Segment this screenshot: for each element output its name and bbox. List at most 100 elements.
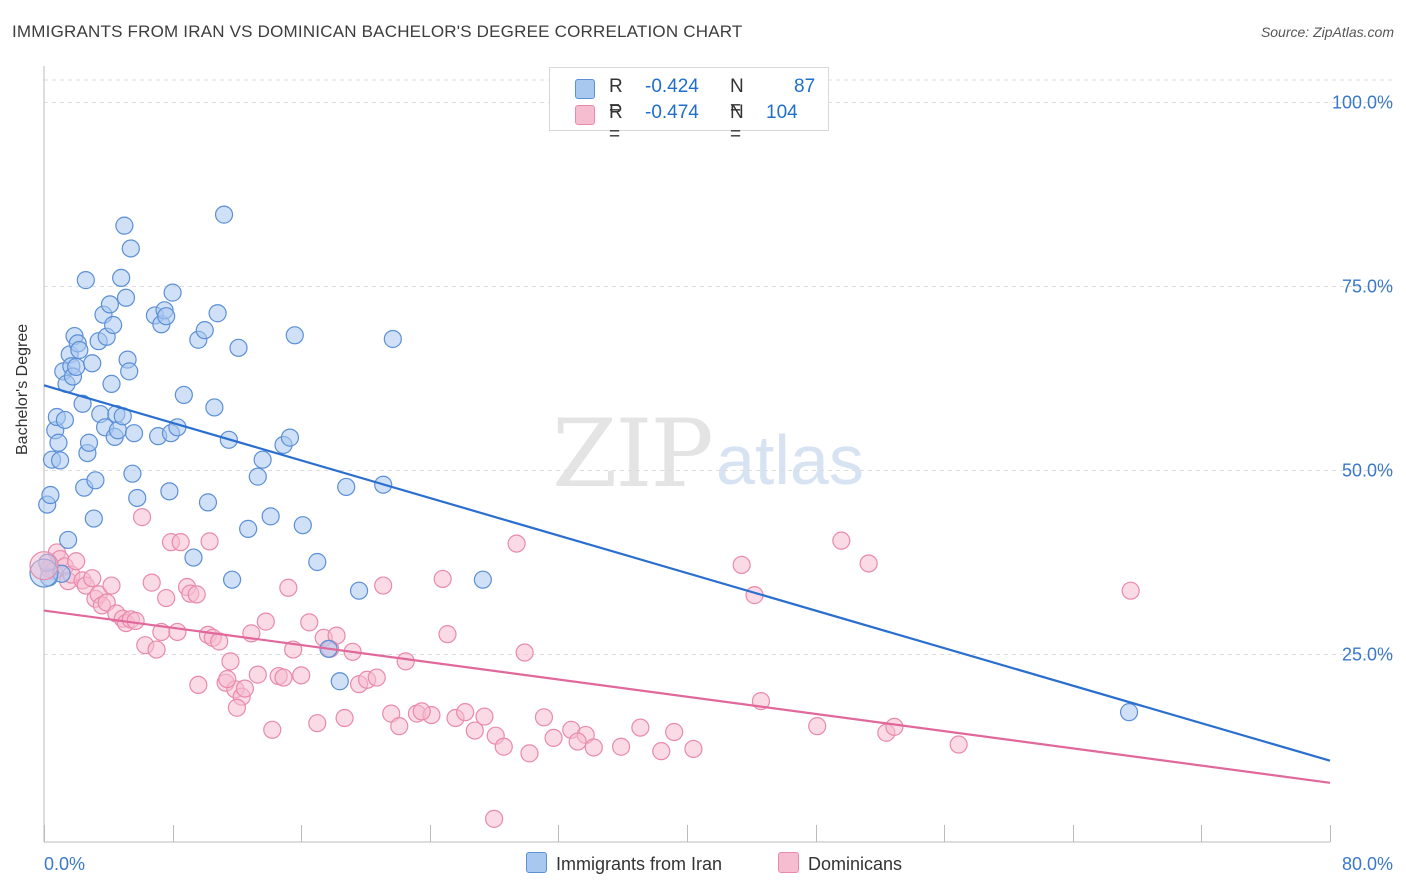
y-tick-label: 75.0%: [1342, 277, 1393, 297]
dominican-swatch: [575, 105, 595, 125]
dominican-point: [832, 531, 851, 550]
iran-point: [383, 329, 402, 349]
legend-iran-swatch: [526, 852, 547, 873]
iran-point: [337, 477, 356, 497]
iran-point: [248, 467, 267, 486]
y-tick-label: 100.0%: [1332, 93, 1393, 113]
dominican-n-value: 104: [766, 102, 798, 123]
iran-trend-line: [43, 384, 1331, 762]
dominican-point: [631, 718, 650, 737]
iran-point: [121, 239, 140, 258]
legend-dominican-label: Dominicans: [808, 854, 903, 874]
iran-point: [160, 482, 179, 501]
dominican-point: [157, 588, 176, 608]
iran-point: [79, 433, 99, 452]
dominican-point: [1121, 581, 1140, 600]
dominican-point: [494, 737, 513, 756]
dominican-point: [279, 578, 298, 597]
iran-point: [208, 304, 227, 323]
iran-point: [239, 519, 258, 538]
y-tick-label: 50.0%: [1342, 461, 1393, 481]
iran-point: [76, 271, 95, 290]
dominican-point: [665, 722, 684, 742]
dominican-point: [568, 732, 587, 751]
dominican-point: [256, 612, 275, 631]
dominican-point: [171, 533, 190, 552]
y-axis-label: Bachelor's Degree: [14, 323, 31, 455]
trend-lines: [43, 384, 1331, 784]
dominican-point: [456, 703, 475, 722]
source-label: Source: ZipAtlas.com: [1260, 24, 1394, 40]
iran-point: [473, 570, 492, 589]
iran-point: [330, 672, 349, 691]
x-tick-label: 0.0%: [44, 854, 85, 874]
iran-point: [83, 354, 102, 373]
iran-point: [205, 398, 224, 417]
dominican-point: [132, 508, 152, 527]
dominican-point: [102, 576, 121, 595]
dominican-point: [221, 652, 240, 671]
dominican-n-label: N =: [730, 102, 744, 145]
dominican-point: [335, 708, 354, 728]
tick-labels: 25.0% 50.0% 75.0% 100.0% 0.0% 80.0%: [44, 93, 1393, 875]
iran-point: [112, 268, 131, 288]
dominican-point: [83, 569, 102, 588]
dominican-point: [684, 739, 703, 759]
dominican-point: [292, 666, 311, 685]
stats-box: R = -0.424 N = 87 R = -0.474 N = 104: [549, 67, 829, 145]
x-tick-label: 80.0%: [1342, 854, 1393, 874]
watermark-zip: ZIP: [552, 400, 714, 509]
iran-point: [41, 485, 60, 505]
dominican-point: [808, 717, 827, 736]
dominican-point: [374, 576, 393, 595]
iran-point: [55, 410, 74, 430]
dominican-point: [308, 714, 327, 733]
dominican-point: [367, 668, 386, 687]
iran-r-value: -0.424: [645, 76, 699, 97]
dominican-point: [507, 534, 526, 553]
legend-dominican-swatch: [778, 852, 799, 873]
dominican-point: [433, 569, 452, 589]
iran-point: [157, 307, 176, 326]
legend-item-dominican[interactable]: Dominicans: [778, 852, 902, 875]
iran-point: [280, 428, 300, 447]
dominican-point: [218, 669, 237, 689]
dominican-point: [652, 742, 671, 761]
iran-point: [100, 295, 120, 314]
iran-point: [128, 488, 147, 508]
iran-point: [308, 552, 327, 572]
iran-r-label: R =: [609, 76, 623, 119]
iran-point: [67, 357, 86, 377]
dominican-point: [515, 643, 534, 662]
iran-point: [168, 418, 187, 437]
iran-point: [116, 288, 136, 307]
iran-point: [84, 509, 103, 528]
y-tick-label: 25.0%: [1342, 645, 1393, 665]
iran-point: [349, 581, 369, 600]
dominican-point: [227, 698, 246, 717]
iran-point: [123, 464, 142, 483]
iran-point: [70, 340, 89, 360]
iran-point: [104, 315, 123, 335]
dominican-trend-line: [43, 609, 1331, 784]
dominican-point: [485, 809, 504, 828]
iran-swatch: [575, 79, 595, 99]
dominican-point: [142, 573, 161, 592]
dominican-point: [248, 665, 267, 684]
iran-point: [195, 321, 214, 340]
data-points: [29, 205, 1140, 828]
iran-point: [115, 216, 134, 235]
iran-point: [49, 433, 68, 452]
dominican-point: [29, 551, 59, 581]
iran-point: [261, 507, 280, 526]
dominican-point: [235, 679, 255, 698]
dominican-point: [412, 702, 431, 721]
dominican-point: [300, 613, 319, 632]
dominican-point: [544, 728, 563, 748]
dominican-point: [147, 640, 166, 659]
legend-item-iran[interactable]: Immigrants from Iran: [526, 852, 722, 875]
gridlines: [44, 79, 1393, 655]
dominican-point: [885, 717, 904, 736]
iran-point: [253, 450, 272, 469]
axes: [43, 66, 1331, 843]
